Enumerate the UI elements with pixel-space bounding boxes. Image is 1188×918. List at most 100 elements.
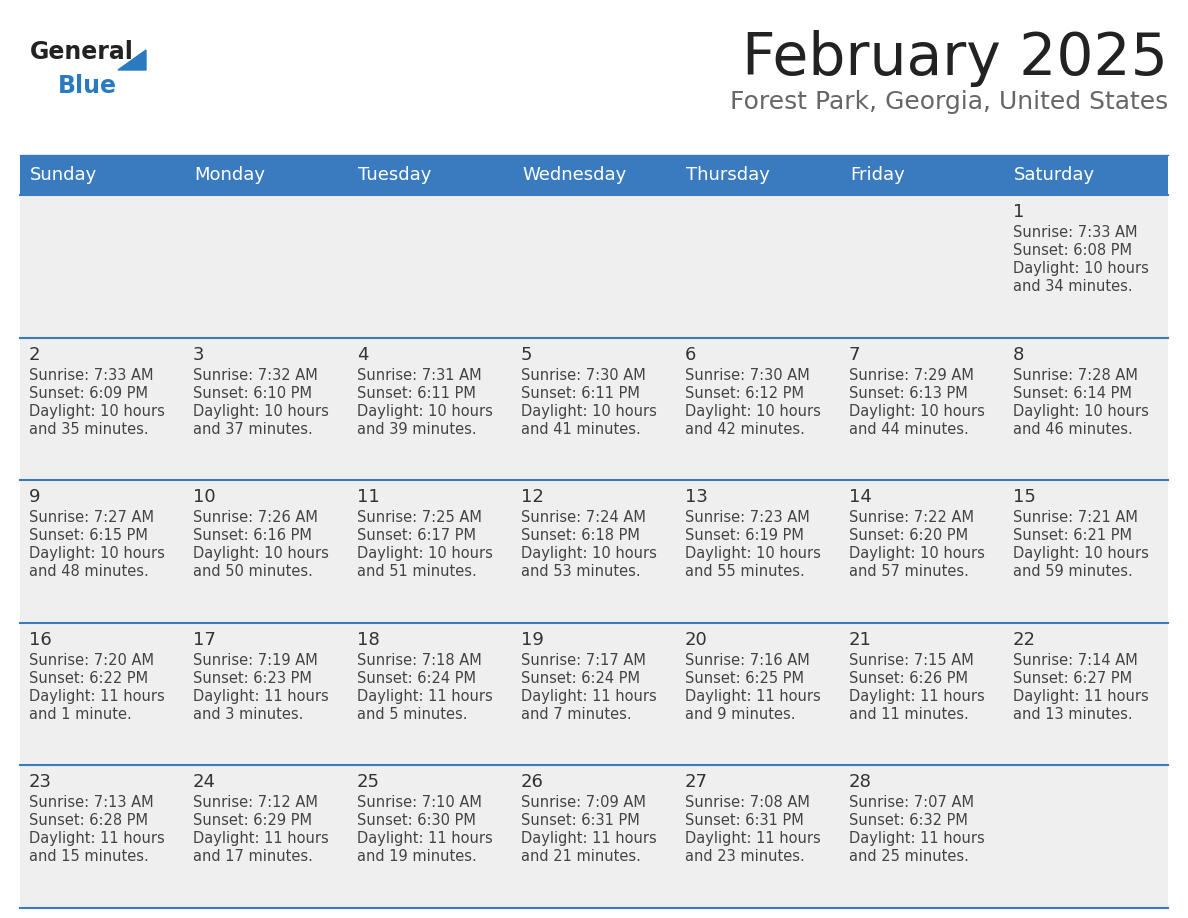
Text: Thursday: Thursday bbox=[685, 166, 770, 184]
Text: Tuesday: Tuesday bbox=[358, 166, 431, 184]
Text: 14: 14 bbox=[849, 488, 872, 506]
Text: Daylight: 10 hours: Daylight: 10 hours bbox=[29, 546, 165, 561]
Text: and 9 minutes.: and 9 minutes. bbox=[685, 707, 796, 722]
Text: and 41 minutes.: and 41 minutes. bbox=[522, 421, 640, 437]
Text: Sunrise: 7:18 AM: Sunrise: 7:18 AM bbox=[358, 653, 482, 667]
Bar bbox=[20, 155, 184, 195]
Text: 5: 5 bbox=[522, 345, 532, 364]
Text: and 57 minutes.: and 57 minutes. bbox=[849, 565, 969, 579]
Bar bbox=[840, 155, 1004, 195]
Text: Sunset: 6:11 PM: Sunset: 6:11 PM bbox=[522, 386, 640, 400]
Bar bbox=[512, 480, 676, 622]
Text: 7: 7 bbox=[849, 345, 860, 364]
Text: Daylight: 10 hours: Daylight: 10 hours bbox=[522, 404, 657, 419]
Text: Daylight: 11 hours: Daylight: 11 hours bbox=[685, 688, 821, 704]
Text: Sunset: 6:21 PM: Sunset: 6:21 PM bbox=[1013, 528, 1132, 543]
Bar bbox=[1004, 155, 1168, 195]
Bar bbox=[676, 338, 840, 480]
Bar bbox=[512, 195, 676, 338]
Text: and 34 minutes.: and 34 minutes. bbox=[1013, 279, 1132, 294]
Text: and 19 minutes.: and 19 minutes. bbox=[358, 849, 476, 865]
Text: 19: 19 bbox=[522, 631, 544, 649]
Bar bbox=[348, 766, 512, 908]
Text: 25: 25 bbox=[358, 773, 380, 791]
Text: and 17 minutes.: and 17 minutes. bbox=[192, 849, 312, 865]
Bar bbox=[676, 195, 840, 338]
Text: Daylight: 10 hours: Daylight: 10 hours bbox=[1013, 546, 1149, 561]
Text: Sunset: 6:24 PM: Sunset: 6:24 PM bbox=[358, 671, 476, 686]
Bar bbox=[1004, 195, 1168, 338]
Text: Sunrise: 7:09 AM: Sunrise: 7:09 AM bbox=[522, 795, 646, 811]
Bar bbox=[840, 195, 1004, 338]
Bar bbox=[184, 338, 348, 480]
Text: and 53 minutes.: and 53 minutes. bbox=[522, 565, 640, 579]
Text: Daylight: 10 hours: Daylight: 10 hours bbox=[849, 546, 985, 561]
Text: Daylight: 10 hours: Daylight: 10 hours bbox=[685, 404, 821, 419]
Text: and 48 minutes.: and 48 minutes. bbox=[29, 565, 148, 579]
Text: Daylight: 10 hours: Daylight: 10 hours bbox=[849, 404, 985, 419]
Text: Sunset: 6:17 PM: Sunset: 6:17 PM bbox=[358, 528, 476, 543]
Text: 3: 3 bbox=[192, 345, 204, 364]
Text: and 59 minutes.: and 59 minutes. bbox=[1013, 565, 1132, 579]
Text: Sunrise: 7:21 AM: Sunrise: 7:21 AM bbox=[1013, 510, 1138, 525]
Text: Sunrise: 7:17 AM: Sunrise: 7:17 AM bbox=[522, 653, 646, 667]
Text: Saturday: Saturday bbox=[1015, 166, 1095, 184]
Text: Sunset: 6:11 PM: Sunset: 6:11 PM bbox=[358, 386, 476, 400]
Text: 6: 6 bbox=[685, 345, 696, 364]
Text: General: General bbox=[30, 40, 134, 64]
Text: Daylight: 11 hours: Daylight: 11 hours bbox=[358, 688, 493, 704]
Text: and 39 minutes.: and 39 minutes. bbox=[358, 421, 476, 437]
Bar bbox=[840, 766, 1004, 908]
Text: 27: 27 bbox=[685, 773, 708, 791]
Text: Sunrise: 7:16 AM: Sunrise: 7:16 AM bbox=[685, 653, 810, 667]
Bar bbox=[348, 338, 512, 480]
Bar bbox=[184, 155, 348, 195]
Text: Sunrise: 7:33 AM: Sunrise: 7:33 AM bbox=[1013, 225, 1137, 240]
Text: Sunset: 6:24 PM: Sunset: 6:24 PM bbox=[522, 671, 640, 686]
Bar bbox=[20, 622, 184, 766]
Bar bbox=[1004, 622, 1168, 766]
Text: 20: 20 bbox=[685, 631, 708, 649]
Bar bbox=[20, 766, 184, 908]
Bar bbox=[20, 195, 184, 338]
Bar bbox=[676, 766, 840, 908]
Text: Sunset: 6:29 PM: Sunset: 6:29 PM bbox=[192, 813, 312, 828]
Text: 9: 9 bbox=[29, 488, 40, 506]
Text: 10: 10 bbox=[192, 488, 216, 506]
Text: 24: 24 bbox=[192, 773, 216, 791]
Text: Sunrise: 7:20 AM: Sunrise: 7:20 AM bbox=[29, 653, 154, 667]
Text: Sunrise: 7:33 AM: Sunrise: 7:33 AM bbox=[29, 367, 153, 383]
Bar bbox=[348, 195, 512, 338]
Bar bbox=[20, 480, 184, 622]
Bar bbox=[676, 622, 840, 766]
Text: Sunset: 6:27 PM: Sunset: 6:27 PM bbox=[1013, 671, 1132, 686]
Text: Sunrise: 7:30 AM: Sunrise: 7:30 AM bbox=[522, 367, 646, 383]
Text: Sunset: 6:09 PM: Sunset: 6:09 PM bbox=[29, 386, 148, 400]
Text: Daylight: 11 hours: Daylight: 11 hours bbox=[192, 688, 329, 704]
Text: and 3 minutes.: and 3 minutes. bbox=[192, 707, 303, 722]
Text: Sunset: 6:18 PM: Sunset: 6:18 PM bbox=[522, 528, 640, 543]
Text: Sunday: Sunday bbox=[30, 166, 97, 184]
Text: and 42 minutes.: and 42 minutes. bbox=[685, 421, 805, 437]
Bar bbox=[184, 480, 348, 622]
Bar bbox=[184, 195, 348, 338]
Text: Daylight: 10 hours: Daylight: 10 hours bbox=[29, 404, 165, 419]
Text: Sunset: 6:22 PM: Sunset: 6:22 PM bbox=[29, 671, 148, 686]
Text: 28: 28 bbox=[849, 773, 872, 791]
Text: February 2025: February 2025 bbox=[742, 30, 1168, 87]
Text: Sunset: 6:28 PM: Sunset: 6:28 PM bbox=[29, 813, 148, 828]
Text: Daylight: 11 hours: Daylight: 11 hours bbox=[192, 832, 329, 846]
Text: Sunset: 6:12 PM: Sunset: 6:12 PM bbox=[685, 386, 804, 400]
Text: Sunrise: 7:26 AM: Sunrise: 7:26 AM bbox=[192, 510, 318, 525]
Text: and 37 minutes.: and 37 minutes. bbox=[192, 421, 312, 437]
Text: Daylight: 11 hours: Daylight: 11 hours bbox=[1013, 688, 1149, 704]
Text: Sunrise: 7:14 AM: Sunrise: 7:14 AM bbox=[1013, 653, 1138, 667]
Text: and 1 minute.: and 1 minute. bbox=[29, 707, 132, 722]
Text: and 21 minutes.: and 21 minutes. bbox=[522, 849, 640, 865]
Bar bbox=[184, 622, 348, 766]
Text: 12: 12 bbox=[522, 488, 544, 506]
Polygon shape bbox=[118, 50, 146, 70]
Text: 26: 26 bbox=[522, 773, 544, 791]
Text: 13: 13 bbox=[685, 488, 708, 506]
Text: Sunset: 6:32 PM: Sunset: 6:32 PM bbox=[849, 813, 968, 828]
